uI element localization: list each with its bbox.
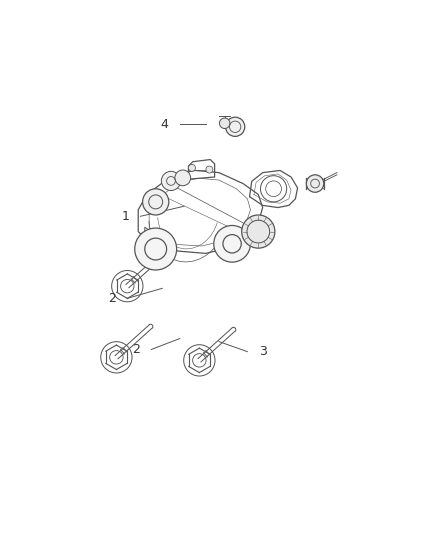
Text: 2: 2 [132,343,140,356]
Circle shape [242,215,275,248]
Circle shape [175,170,191,185]
Circle shape [188,164,195,171]
Circle shape [143,189,169,215]
Text: 2: 2 [108,292,116,305]
Circle shape [161,171,180,190]
Circle shape [135,228,177,270]
Circle shape [219,118,230,128]
Circle shape [306,175,324,192]
Circle shape [214,225,251,262]
Text: 4: 4 [160,118,168,131]
Circle shape [226,117,245,136]
Circle shape [206,166,213,173]
Text: 3: 3 [259,345,267,358]
Text: 1: 1 [121,210,129,223]
